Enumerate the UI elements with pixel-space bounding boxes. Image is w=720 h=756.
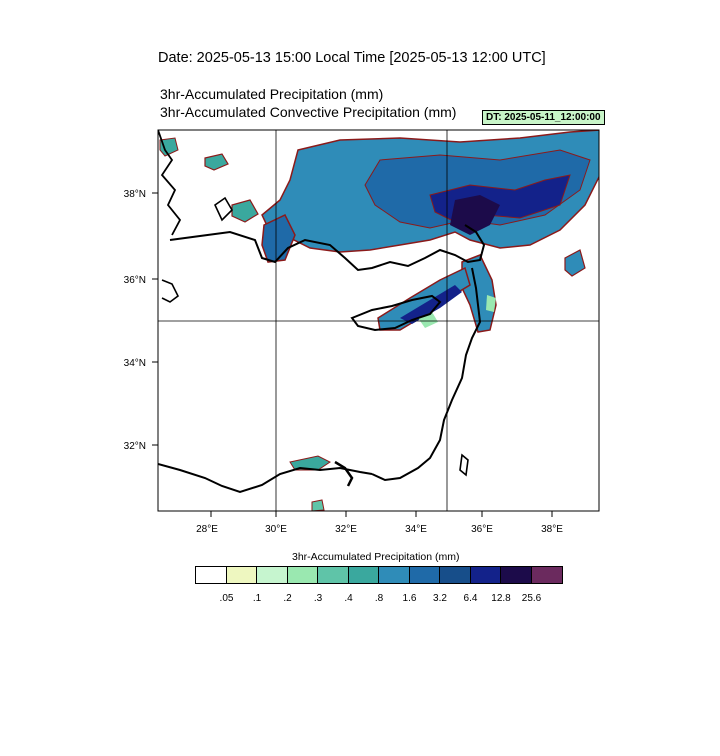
lon-label-30e: 30°E (265, 524, 287, 535)
legend-label: .3 (313, 593, 323, 604)
island-crete-east (161, 279, 180, 303)
convective-precip-title: 3hr-Accumulated Convective Precipitation… (160, 104, 457, 120)
lat-ticks (152, 192, 158, 446)
coastline-turkey (169, 224, 486, 272)
legend-label: 25.6 (521, 593, 542, 604)
lat-label-38n: 38°N (124, 189, 146, 200)
dt-badge: DT: 2025-05-11_12:00:00 (482, 110, 605, 125)
legend-swatch (379, 567, 410, 583)
coastline-egypt (158, 463, 373, 494)
lake-feature (459, 453, 469, 477)
legend-label: .2 (283, 593, 292, 604)
legend-label: 1.6 (402, 593, 417, 604)
map-frame (157, 129, 600, 512)
precip-cell-egypt (289, 455, 331, 471)
lon-ticks (210, 511, 553, 517)
precip-streak-levant (461, 254, 497, 333)
lon-label-28e: 28°E (196, 524, 218, 535)
precip-title: 3hr-Accumulated Precipitation (mm) (160, 86, 384, 102)
lon-tick-labels: 28°E 30°E 32°E 34°E 36°E 38°E (196, 524, 563, 535)
lon-label-32e: 32°E (335, 524, 357, 535)
precip-max-north (450, 195, 500, 235)
lat-label-32n: 32°N (124, 441, 146, 452)
legend-swatch (318, 567, 349, 583)
lon-label-38e: 38°E (541, 524, 563, 535)
legend-swatch (501, 567, 532, 583)
precip-cell-delta (311, 499, 325, 511)
precip-cell-east (564, 249, 586, 277)
precip-cell-far-w (159, 137, 179, 157)
nile-delta (334, 460, 354, 487)
legend-label: 6.4 (463, 593, 478, 604)
legend-swatch (196, 567, 227, 583)
coastline-levant (371, 267, 482, 482)
coastlines (158, 130, 486, 494)
legend-swatch (409, 567, 440, 583)
lat-label-36n: 36°N (124, 275, 146, 286)
legend-swatch (257, 567, 288, 583)
legend-swatch (531, 567, 562, 583)
legend-label: 3.2 (433, 593, 447, 604)
legend-label: 12.8 (491, 593, 511, 604)
precip-field (159, 130, 599, 511)
legend-colorbar (195, 566, 563, 584)
legend-label: .4 (344, 593, 353, 604)
lon-label-34e: 34°E (405, 524, 427, 535)
legend-swatch (440, 567, 471, 583)
legend-swatch (348, 567, 379, 583)
legend-label: .1 (252, 593, 262, 604)
gridlines (158, 130, 599, 511)
legend-swatch (226, 567, 257, 583)
precip-cell-nw (204, 153, 229, 171)
legend-label: .8 (374, 593, 384, 604)
coastline-aegean (158, 130, 182, 236)
coastline-cyprus (350, 294, 442, 332)
legend-swatch (470, 567, 501, 583)
legend-swatch (287, 567, 318, 583)
lat-tick-labels: 38°N 36°N 34°N 32°N (124, 189, 146, 452)
precip-cell-sw (231, 199, 259, 223)
precip-light-fringe-2 (486, 295, 496, 312)
precip-streak-core (400, 285, 462, 324)
lat-label-34n: 34°N (124, 358, 146, 369)
legend-label: .05 (219, 593, 234, 604)
lon-label-36e: 36°E (471, 524, 493, 535)
legend-title: 3hr-Accumulated Precipitation (mm) (292, 551, 460, 563)
island-rhodes (213, 196, 234, 222)
date-line: Date: 2025-05-13 15:00 Local Time [2025-… (158, 50, 546, 66)
